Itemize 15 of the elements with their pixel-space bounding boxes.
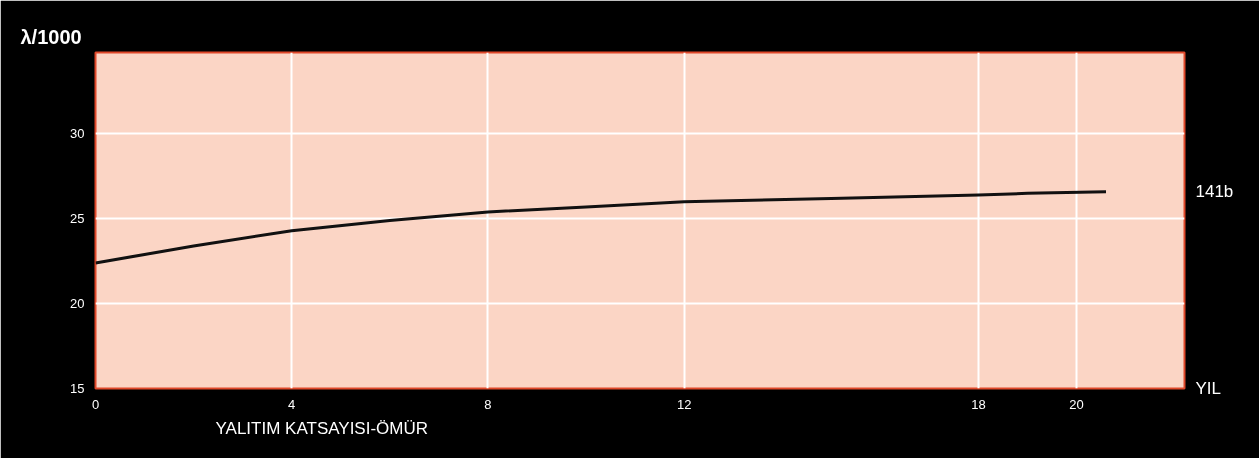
text: YALITIM KATSAYISI-ÖMÜR [215, 418, 429, 438]
x-tick-label: 18 [971, 396, 986, 412]
x-tick-label: 12 [676, 396, 692, 412]
x-tick-label: 8 [484, 396, 492, 412]
x-tick-label: 20 [1069, 396, 1084, 412]
line-series [95, 190, 1108, 265]
x-tick-label: 0 [91, 396, 100, 412]
y-axis-title: λ/1000 [20, 25, 82, 48]
y-tick-label: 15 [70, 381, 85, 396]
y-tick-label: 30 [70, 126, 85, 142]
y-tick-label: 20 [70, 296, 85, 312]
y-tick-label: 25 [70, 211, 85, 227]
x-axis-title: YIL [1195, 379, 1222, 398]
text: 141b [1195, 182, 1234, 202]
x-tick-label: 4 [288, 396, 296, 412]
